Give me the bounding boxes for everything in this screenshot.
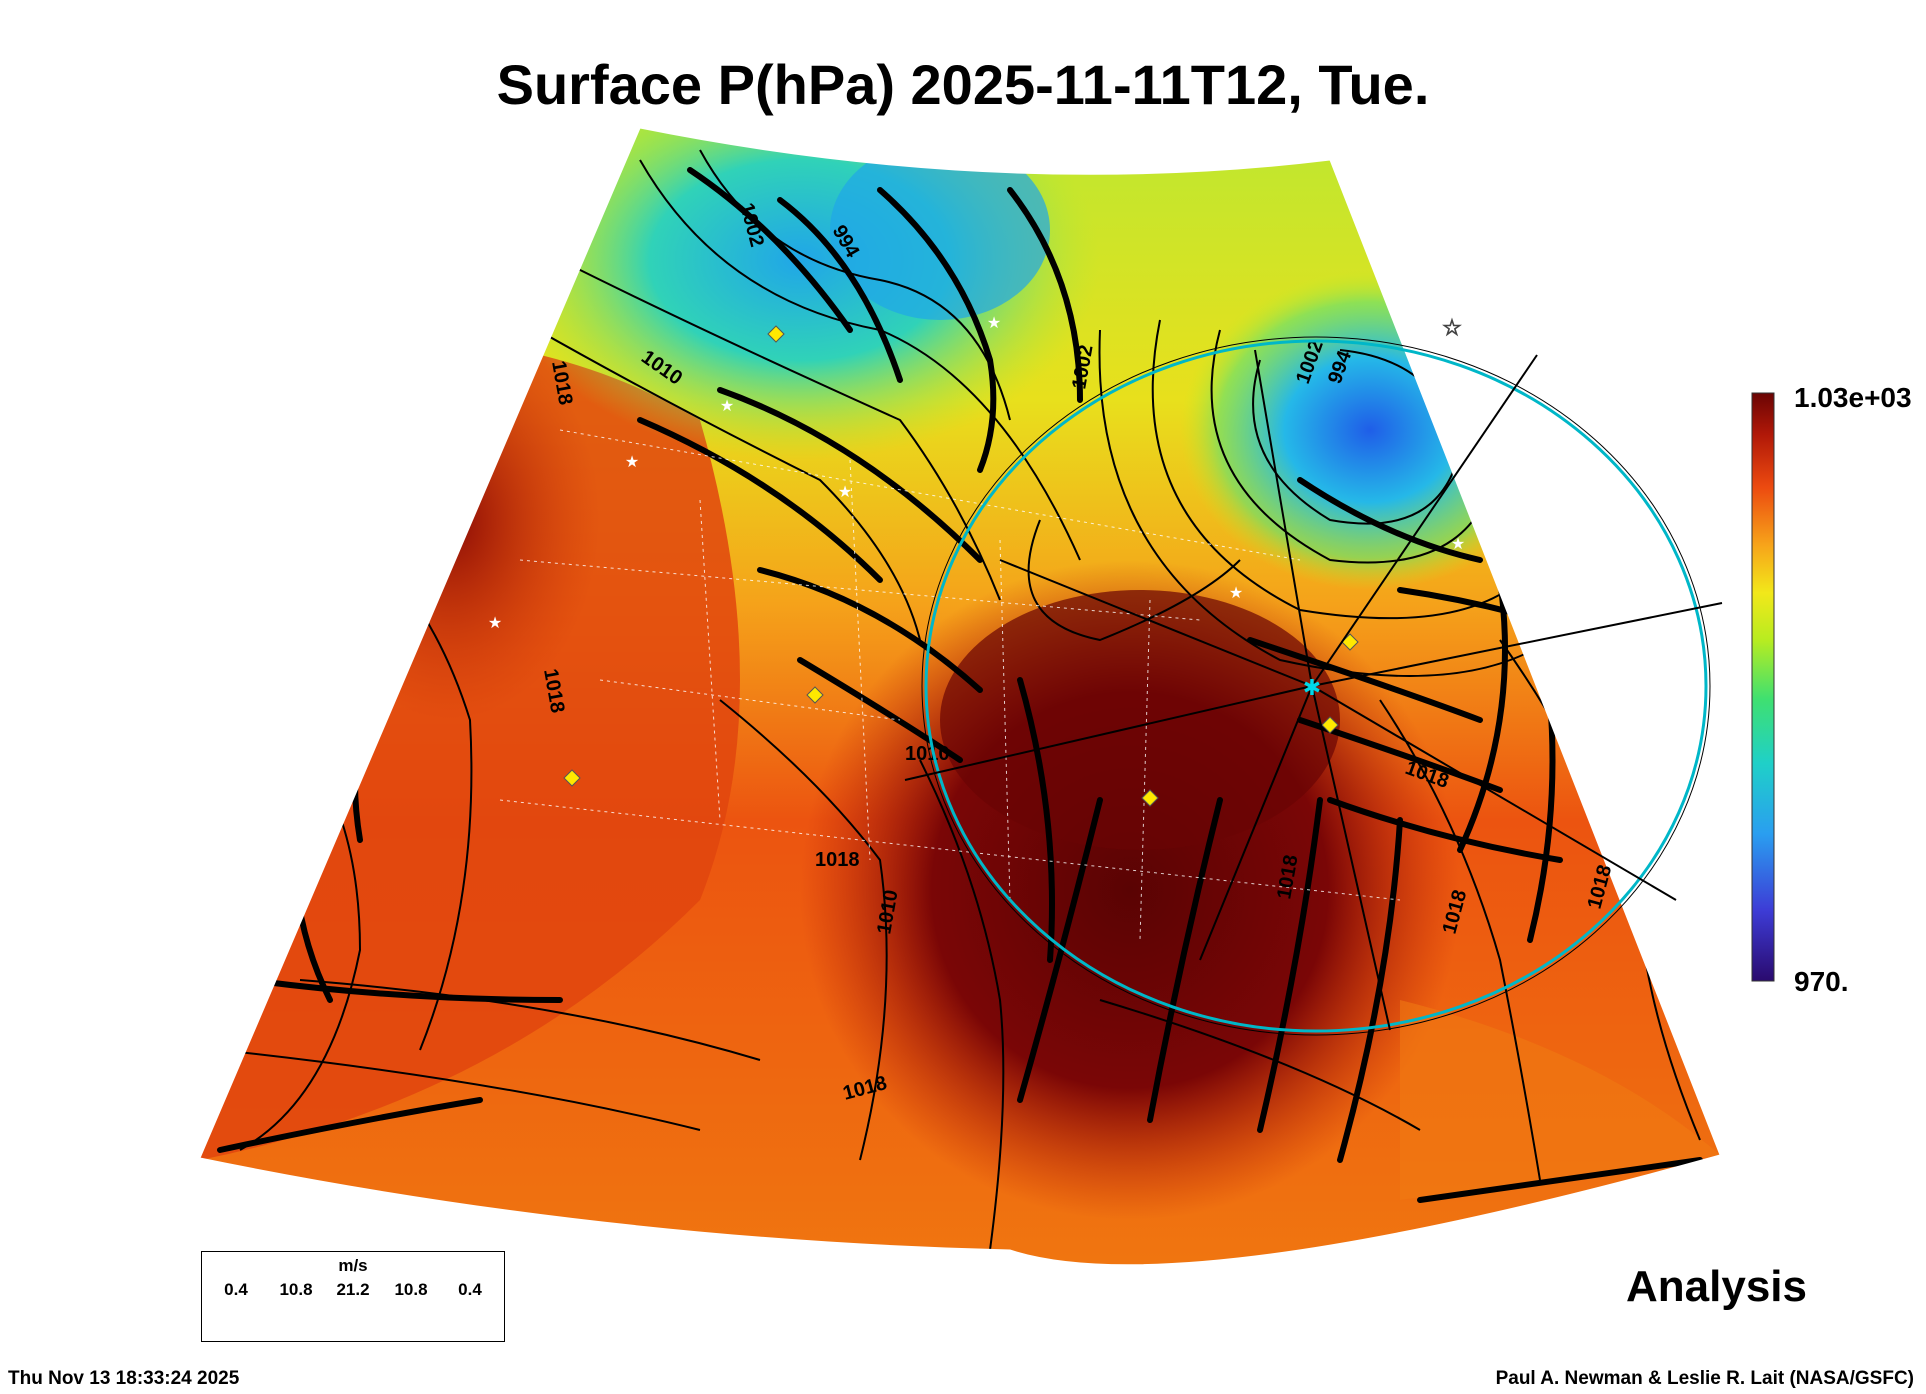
analysis-label: Analysis [1626,1262,1807,1311]
colorbar-max-label: 1.03e+03 [1794,382,1912,413]
map-field [200,128,1720,1265]
credit: Paul A. Newman & Leslie R. Lait (NASA/GS… [1495,1368,1914,1389]
star-marker: ★ [838,484,852,501]
yellow-diamond-marker [1141,789,1159,807]
wind-key-value: 10.8 [394,1280,428,1299]
yellow-diamond-marker [767,325,785,343]
timestamp: Thu Nov 13 18:33:24 2025 [8,1368,240,1389]
star-marker: ☆ [1442,315,1462,340]
wind-key-value: 0.4 [224,1280,248,1299]
range-ring [924,339,1708,1033]
station-markers: ★ ★ ★ ★ ★ ★ ★ ☆ [488,315,1465,807]
boundaries [499,429,1401,941]
contour-label: 1010 [905,743,950,765]
yellow-diamond-marker [806,686,824,704]
yellow-diamond-marker [563,769,581,787]
range-ring-overlay: ✱ [904,336,1723,1036]
colorbar [1751,392,1775,982]
map-outline [199,127,1721,1266]
star-marker: ★ [1451,536,1465,553]
star-marker: ★ [625,454,639,471]
star-marker: ★ [1229,585,1243,602]
wind-key-value: 21.2 [336,1280,370,1299]
center-star-marker: ✱ [1303,675,1321,700]
wind-key-value: 0.4 [458,1280,482,1299]
colorbar-min-label: 970. [1794,966,1849,997]
wind-speed-key: m/s 0.4 10.8 21.2 10.8 0.4 [201,1251,505,1342]
wind-key-unit: m/s [338,1256,368,1275]
map-title: Surface P(hPa) 2025-11-11T12, Tue. [496,53,1430,116]
star-marker: ★ [987,315,1001,332]
yellow-diamond-marker [1321,716,1339,734]
wind-key-value: 10.8 [279,1280,313,1299]
star-marker: ★ [488,615,502,632]
star-marker: ★ [720,398,734,415]
contour-label: 1018 [815,849,860,871]
